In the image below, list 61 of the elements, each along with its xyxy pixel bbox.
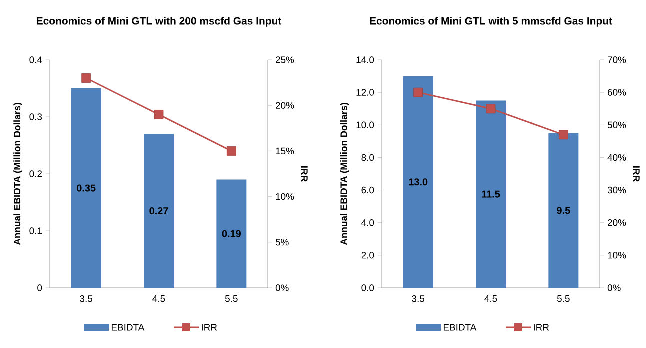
data-label: 11.5 — [482, 190, 500, 198]
bar — [403, 76, 434, 288]
point — [558, 130, 568, 140]
y2-tick-label: 40% — [608, 154, 626, 162]
x-tick-label: 3.5 — [80, 296, 93, 302]
bar — [548, 133, 579, 288]
y-tick-label: 0.3 — [30, 114, 42, 120]
y-tick-label: 0 — [38, 284, 42, 292]
legend-label: IRR — [202, 324, 218, 331]
y2-tick-label: 10% — [276, 193, 294, 200]
point — [226, 146, 236, 156]
chart-title: Economics of Mini GTL with 200 mscfd Gas Input — [37, 17, 282, 27]
y-tick-label: 8.0 — [362, 154, 374, 162]
point — [154, 110, 164, 120]
y-tick-label: 2.0 — [362, 252, 374, 259]
legend-label: IRR — [534, 324, 550, 331]
data-label: 0.35 — [77, 184, 96, 192]
y2-tick-label: 10% — [608, 252, 626, 259]
bar — [71, 88, 102, 288]
data-label: 13.0 — [409, 178, 428, 186]
legend-label: EBIDTA — [444, 324, 477, 331]
point — [486, 104, 496, 114]
y2-tick-label: 0% — [608, 284, 621, 292]
y-tick-label: 0.4 — [30, 56, 42, 64]
y-tick-label: 0.0 — [362, 284, 374, 292]
y2-axis-title: IRR — [301, 166, 308, 182]
y-tick-label: 0.1 — [30, 228, 42, 234]
x-tick-label: 4.5 — [152, 296, 166, 302]
y2-axis-title: IRR — [633, 166, 640, 182]
y2-tick-label: 25% — [276, 56, 294, 64]
y-tick-label: 10.0 — [356, 122, 374, 128]
y2-tick-label: 20% — [608, 220, 626, 226]
x-tick-label: 4.5 — [484, 296, 498, 302]
y2-tick-label: 60% — [608, 89, 626, 96]
chart-title: Economics of Mini GTL with 5 mmscfd Gas Input — [370, 17, 612, 27]
point — [414, 88, 424, 98]
y2-tick-label: 15% — [276, 148, 294, 155]
x-tick-label: 5.5 — [557, 296, 570, 302]
point — [82, 74, 92, 83]
bar — [476, 100, 506, 288]
y-axis-title: Annual EBIDTA (Million Dollars) — [340, 103, 350, 246]
y2-tick-label: 0% — [276, 284, 289, 292]
y2-tick-label: 20% — [276, 102, 294, 109]
y-tick-label: 6.0 — [362, 186, 374, 194]
data-label: 9.5 — [557, 207, 570, 214]
bar — [144, 134, 174, 288]
y-tick-label: 14.0 — [356, 56, 374, 64]
x-tick-label: 5.5 — [225, 296, 238, 302]
data-label: 0.19 — [222, 230, 241, 238]
x-tick-label: 3.5 — [412, 296, 425, 302]
legend-label: EBIDTA — [112, 324, 145, 331]
y-tick-label: 0.2 — [30, 170, 42, 178]
y2-tick-label: 70% — [608, 56, 626, 64]
y-tick-label: 4.0 — [362, 220, 374, 226]
bar — [216, 180, 247, 288]
y2-tick-label: 50% — [608, 122, 626, 128]
y2-tick-label: 5% — [276, 239, 289, 246]
y2-tick-label: 30% — [608, 186, 626, 194]
data-label: 0.27 — [150, 208, 168, 215]
y-tick-label: 12.0 — [356, 89, 374, 96]
y-axis-title: Annual EBIDTA (Million Dollars) — [14, 103, 22, 246]
